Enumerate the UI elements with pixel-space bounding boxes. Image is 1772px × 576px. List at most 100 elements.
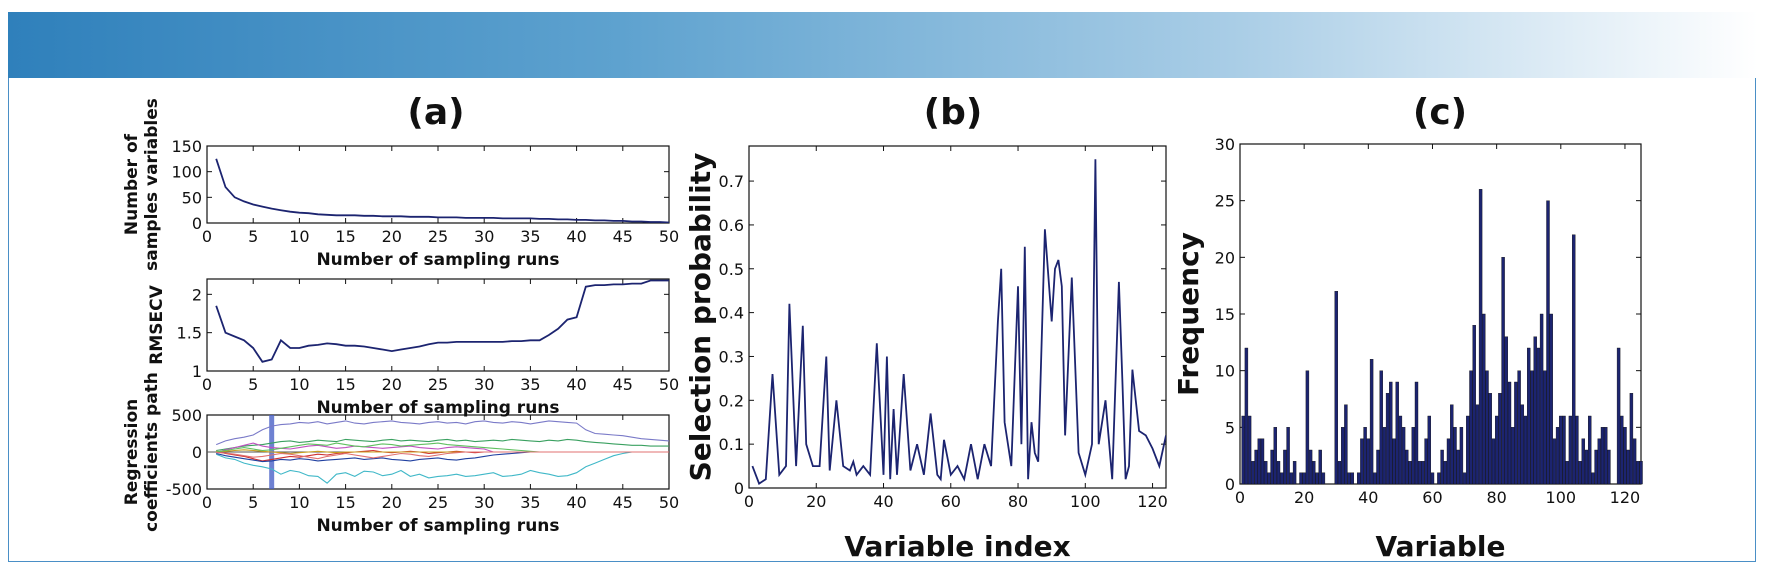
bar <box>1299 472 1303 485</box>
bar <box>1501 257 1505 485</box>
x-tick-label: 35 <box>520 375 540 394</box>
bar <box>1427 415 1432 485</box>
x-tick-label: 15 <box>335 375 355 394</box>
y-axis-label: Frequency <box>1172 232 1205 396</box>
bar <box>1562 415 1566 485</box>
bar <box>1584 449 1589 485</box>
x-tick-label: 20 <box>806 492 826 511</box>
plot-frame-c <box>1239 143 1642 485</box>
bar <box>1591 472 1595 485</box>
bar <box>1366 438 1371 485</box>
y-tick-label: 30 <box>1215 135 1235 154</box>
x-tick-label: 5 <box>248 375 258 394</box>
x-tick-label: 0 <box>202 493 212 512</box>
bar <box>1273 427 1278 485</box>
y-axis-label: coefficients path <box>142 372 162 532</box>
data-line-a1 <box>215 158 669 223</box>
y-tick-label: 0 <box>1225 475 1235 494</box>
bar <box>1482 313 1486 485</box>
y-tick-label: 150 <box>171 137 202 156</box>
bar <box>1379 370 1383 485</box>
bar <box>1337 461 1342 485</box>
bar <box>1395 381 1399 485</box>
bar <box>1510 427 1515 485</box>
x-tick-label: 40 <box>566 493 586 512</box>
bar <box>1552 438 1557 485</box>
plot-frame-a2 <box>206 278 670 372</box>
panel-title-a: (a) <box>407 92 464 133</box>
bar <box>1629 393 1634 485</box>
bar <box>1241 415 1245 485</box>
bar <box>1526 347 1531 485</box>
coefficient-path-s8 <box>216 442 669 453</box>
bar <box>1639 461 1643 485</box>
y-tick-label: 0 <box>192 214 202 233</box>
bar <box>1424 438 1428 485</box>
bar <box>1581 438 1586 485</box>
x-axis-label: Number of sampling runs <box>316 250 559 270</box>
bar <box>1401 427 1406 485</box>
x-tick-label: 25 <box>428 493 448 512</box>
bar <box>1443 461 1448 485</box>
plot-frame-a1 <box>206 145 670 224</box>
bar <box>1555 427 1560 485</box>
bar <box>1254 449 1258 485</box>
bar <box>1514 381 1518 485</box>
panel-title-c: (c) <box>1413 92 1467 133</box>
bar <box>1360 438 1364 485</box>
x-tick-label: 20 <box>382 493 402 512</box>
bar <box>1283 449 1287 485</box>
bar <box>1344 404 1348 485</box>
bar <box>1594 449 1598 485</box>
bar <box>1607 449 1611 485</box>
x-tick-label: 35 <box>520 493 540 512</box>
bar <box>1257 438 1262 485</box>
bar <box>1267 472 1271 485</box>
bar <box>1405 449 1409 485</box>
bar <box>1334 291 1339 485</box>
x-tick-label: 0 <box>202 375 212 394</box>
bar <box>1498 393 1502 485</box>
bar <box>1398 415 1403 485</box>
bar <box>1485 370 1489 485</box>
bar <box>1430 472 1435 485</box>
bar <box>1350 472 1355 485</box>
y-tick-label: 0.5 <box>719 260 744 279</box>
x-axis-label: Number of sampling runs <box>316 398 559 418</box>
bar <box>1571 234 1576 485</box>
bar <box>1260 438 1265 485</box>
bar <box>1478 189 1483 485</box>
bar <box>1340 427 1345 485</box>
bar <box>1440 449 1444 485</box>
bar <box>1488 393 1492 485</box>
bar <box>1575 415 1579 485</box>
x-tick-label: 25 <box>428 375 448 394</box>
bar <box>1312 461 1316 485</box>
y-axis-label: Regression <box>122 399 142 506</box>
x-axis-label: Number of sampling runs <box>316 516 559 536</box>
panel-title-b: (b) <box>924 92 983 133</box>
y-axis-label: Number of <box>122 133 142 235</box>
bar <box>1578 461 1582 485</box>
y-tick-label: 0 <box>734 479 744 498</box>
y-tick-label: 100 <box>171 163 202 182</box>
y-tick-label: 0.3 <box>719 347 744 366</box>
y-tick-label: -500 <box>166 480 202 499</box>
bar <box>1263 461 1268 485</box>
y-tick-label: 10 <box>1215 362 1235 381</box>
x-tick-label: 10 <box>289 227 309 246</box>
bar <box>1369 359 1374 485</box>
x-tick-label: 5 <box>248 227 258 246</box>
bar <box>1382 427 1387 485</box>
bar <box>1466 415 1470 485</box>
bar <box>1305 370 1310 485</box>
bar <box>1549 313 1553 485</box>
x-tick-label: 100 <box>1070 492 1101 511</box>
bar <box>1356 472 1361 485</box>
bar <box>1565 461 1569 485</box>
x-tick-label: 80 <box>1008 492 1028 511</box>
x-tick-label: 20 <box>1294 488 1314 507</box>
y-axis-label: RMSECV <box>147 284 167 364</box>
